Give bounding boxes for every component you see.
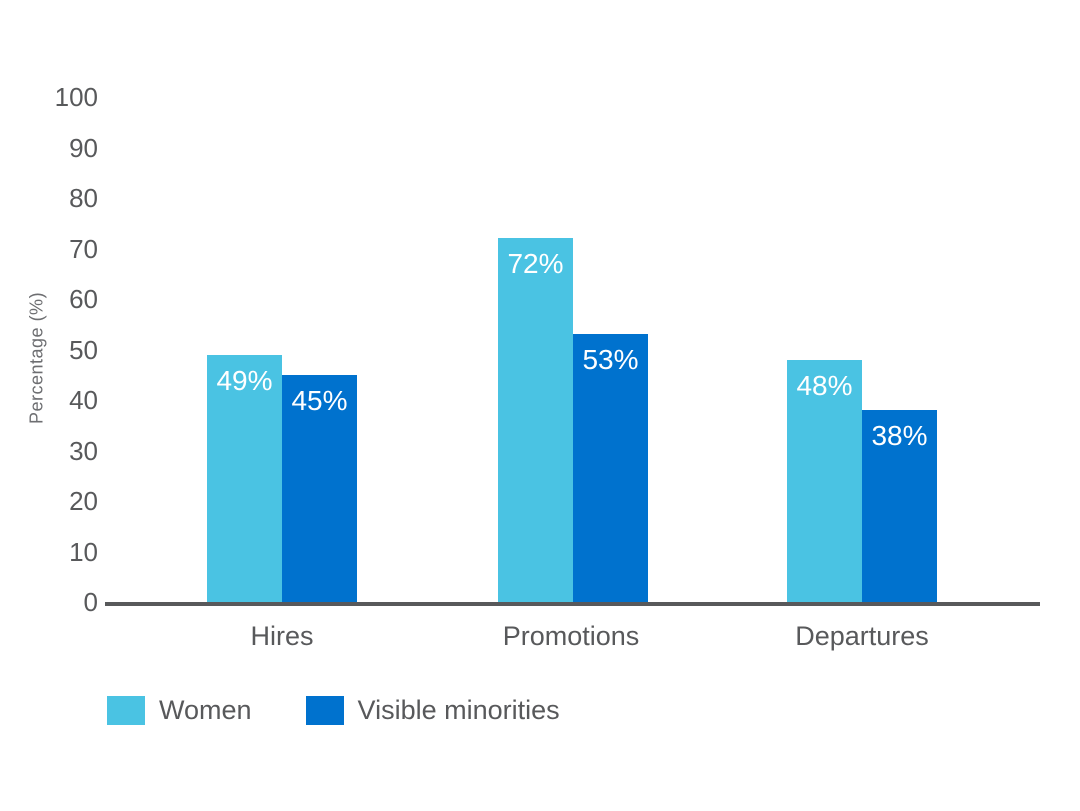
y-tick-label: 10 (69, 536, 98, 567)
bar-women-hires: 49% (207, 355, 282, 602)
bar-value-label: 45% (291, 385, 348, 416)
x-axis-line (105, 602, 1040, 606)
y-tick-label: 30 (69, 435, 98, 466)
bar-visible-minorities-departures: 38% (862, 410, 937, 602)
y-axis-ticks: 0 10 20 30 40 50 60 70 80 90 100 (0, 0, 98, 811)
x-category-promotions: Promotions (502, 621, 640, 651)
plot-area: 49% 45% 72% 53% 48% 38% (105, 97, 1040, 606)
legend-label-visible-minorities: Visible minorities (357, 695, 560, 725)
y-tick-label: 0 (83, 587, 98, 617)
y-tick-label: 40 (69, 385, 98, 415)
y-tick-label: 80 (69, 183, 98, 213)
bar-value-label: 49% (216, 365, 273, 396)
bar-visible-minorities-promotions: 53% (573, 334, 648, 602)
bar-value-label: 53% (582, 344, 639, 375)
legend-swatch-women (107, 696, 145, 725)
y-tick-label: 60 (69, 284, 98, 314)
bar-group-hires: 49% 45% (207, 97, 357, 602)
y-tick-label: 50 (69, 334, 98, 365)
bar-value-label: 38% (871, 420, 928, 451)
y-tick-label: 70 (69, 233, 98, 264)
bar-group-departures: 48% 38% (787, 97, 937, 602)
bar-visible-minorities-hires: 45% (282, 375, 357, 602)
legend-item-women: Women (107, 695, 252, 726)
bar-group-promotions: 72% 53% (498, 97, 648, 602)
legend-item-visible-minorities: Visible minorities (305, 695, 560, 726)
legend-swatch-visible-minorities (305, 696, 344, 725)
y-tick-label: 20 (69, 486, 98, 516)
legend: Women Visible minorities (107, 695, 560, 726)
bar-value-label: 72% (507, 248, 564, 279)
x-category-hires: Hires (250, 621, 314, 651)
bar-value-label: 48% (796, 370, 853, 401)
bar-women-promotions: 72% (498, 238, 573, 602)
y-tick-label: 100 (54, 82, 98, 112)
x-category-departures: Departures (795, 621, 929, 651)
legend-label-women: Women (159, 695, 252, 725)
bar-women-departures: 48% (787, 360, 862, 602)
y-tick-label: 90 (69, 132, 98, 163)
